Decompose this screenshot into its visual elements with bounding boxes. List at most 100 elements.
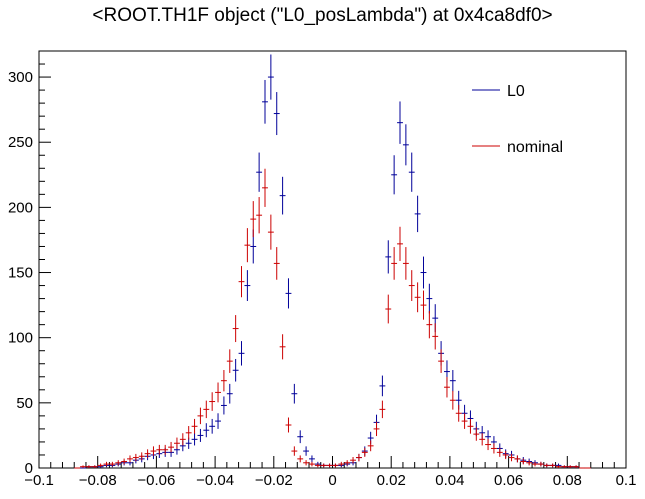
data-point [115,460,122,466]
data-point [267,54,274,100]
data-point [220,396,227,415]
x-tick-label: 0.02 [377,472,406,489]
data-point [285,278,292,309]
data-point [279,176,286,215]
data-point [303,460,310,466]
data-point [132,453,139,462]
data-point [91,465,98,468]
data-point [473,427,480,441]
data-point [402,124,409,166]
data-point [350,456,356,464]
x-tick-label: −0.06 [137,472,175,489]
x-tick-label: 0.1 [616,472,637,489]
data-point [291,446,298,456]
data-point [555,465,562,468]
data-point [297,430,304,444]
data-point [320,463,327,468]
data-point [490,443,497,454]
data-point [232,315,239,343]
data-point [520,458,527,465]
data-point [291,383,298,404]
data-point [80,465,86,468]
data-point [338,461,345,467]
data-point [226,349,233,373]
data-point [303,446,310,456]
y-tick-label: 100 [8,330,33,347]
data-point [408,270,415,301]
data-point [215,382,221,403]
legend-label: nominal [507,139,563,156]
data-point [238,341,245,366]
data-point [121,458,128,465]
data-point [309,461,315,467]
data-point [449,370,456,392]
data-point [432,323,439,350]
data-point [420,256,427,289]
data-point [426,310,433,339]
data-point [397,101,403,144]
data-point [361,447,368,457]
data-point [267,214,274,250]
data-point [344,460,351,466]
data-point [168,441,175,453]
data-point [561,465,568,468]
legend-label: L0 [507,83,525,100]
data-point [543,463,550,468]
data-point [273,92,280,136]
data-point [179,433,186,446]
data-point [174,437,180,449]
y-tick-label: 150 [8,265,33,282]
data-point [479,433,486,446]
y-tick-label: 50 [16,395,33,412]
series-nominal [74,168,591,469]
data-point [220,370,227,392]
x-tick-label: −0.02 [255,472,293,489]
data-point [232,358,239,382]
x-tick-label: −0.1 [24,472,54,489]
data-point [103,461,110,467]
data-point [426,283,433,314]
y-tick-label: 0 [25,460,33,477]
data-point [262,79,268,124]
data-point [379,400,386,419]
data-point [226,383,233,404]
x-tick-label: −0.04 [196,472,234,489]
series-L0 [74,54,591,469]
data-point [279,334,286,360]
legend: L0 nominal [472,83,563,156]
data-point [285,417,292,433]
data-point [414,195,421,233]
data-point [191,418,198,434]
data-point [373,421,380,437]
data-point [397,226,403,261]
y-tick-label: 300 [8,69,33,86]
data-point [496,447,503,457]
y-tick-label: 200 [8,199,33,216]
data-point [502,450,509,460]
data-point [449,390,456,410]
data-point [203,400,210,419]
data-point [209,418,216,434]
data-point [314,463,321,468]
data-point [144,449,151,458]
data-point [367,440,374,452]
data-point [162,444,169,455]
data-point [355,453,362,462]
data-point [420,290,427,320]
data-point [203,423,210,438]
x-axis: −0.1 −0.08 −0.06 −0.04 −0.02 0 0.02 0.04 0.06 0.0… [24,456,636,489]
data-point [209,392,216,411]
data-point [537,461,544,467]
data-point [85,465,92,468]
data-point [138,452,145,461]
data-point [514,455,521,463]
x-tick-label: 0 [328,472,336,489]
y-tick-label: 250 [8,134,33,151]
data-point [526,460,533,466]
data-point [379,375,386,397]
data-point [109,461,116,467]
data-point [532,461,538,467]
data-point [414,282,421,313]
data-point [197,428,204,442]
